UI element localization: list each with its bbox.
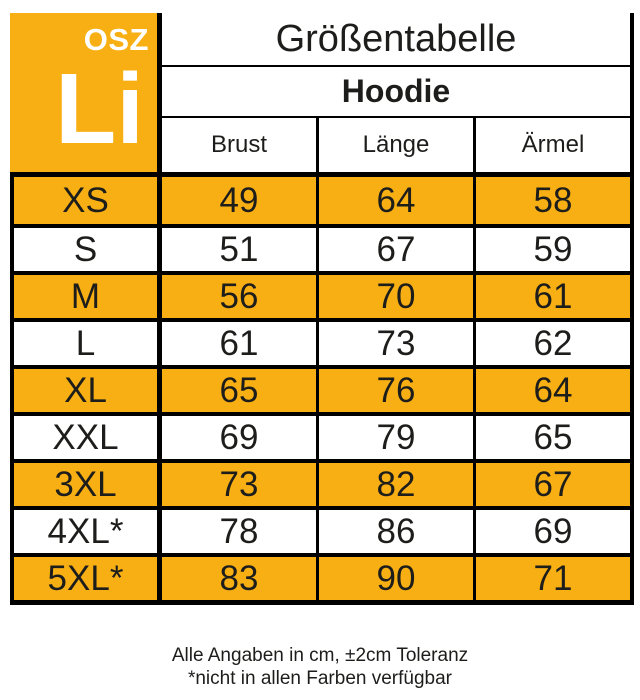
aermel-value: 61 (473, 275, 630, 318)
table-row: XL 65 76 64 (10, 365, 634, 412)
table-row: L 61 73 62 (10, 318, 634, 365)
table-row: XS 49 64 58 (10, 177, 634, 224)
aermel-value: 64 (473, 369, 630, 412)
table-row: S 51 67 59 (10, 224, 634, 271)
size-label: XL (14, 369, 162, 412)
size-label: 5XL* (14, 557, 162, 600)
brand-logo: OSZ Li (10, 13, 162, 172)
brust-value: 69 (219, 417, 259, 457)
laenge-value: 90 (316, 557, 473, 600)
brust-value: 49 (219, 180, 259, 220)
laenge-value: 76 (316, 369, 473, 412)
column-header-aermel: Ärmel (473, 118, 630, 172)
aermel-value: 71 (473, 557, 630, 600)
table-row: 4XL* 78 86 69 (10, 506, 634, 553)
brust-value: 56 (219, 276, 259, 316)
aermel-value: 65 (473, 416, 630, 459)
size-label: XXL (14, 416, 162, 459)
brust-value: 51 (219, 229, 259, 269)
table-header-band: OSZ Li Größentabelle Hoodie Brust Länge … (10, 13, 634, 172)
laenge-value: 82 (316, 463, 473, 506)
size-label: L (14, 322, 162, 365)
brust-value: 61 (219, 323, 259, 363)
footnote-line-2: *nicht in allen Farben verfügbar (187, 668, 453, 689)
laenge-value: 86 (316, 510, 473, 553)
brust-value: 65 (219, 370, 259, 410)
laenge-value: 70 (316, 275, 473, 318)
aermel-value: 58 (473, 177, 630, 224)
laenge-value: 79 (316, 416, 473, 459)
table-row: M 56 70 61 (10, 271, 634, 318)
column-header-laenge: Länge (316, 118, 473, 172)
laenge-value: 73 (316, 322, 473, 365)
aermel-value: 69 (473, 510, 630, 553)
laenge-value: 64 (316, 177, 473, 224)
product-name: Hoodie (162, 67, 630, 118)
size-chart-table: OSZ Li Größentabelle Hoodie Brust Länge … (10, 13, 634, 605)
footnote: Alle Angaben in cm, ±2cm Toleranz *nicht… (0, 644, 640, 690)
column-header-row: Brust Länge Ärmel (162, 118, 630, 172)
table-body: XS 49 64 58 S 51 67 59 M 56 70 61 L 61 7… (10, 172, 634, 605)
brust-value: 78 (219, 511, 259, 551)
size-label: XS (14, 177, 162, 224)
brust-value: 83 (219, 558, 259, 598)
aermel-value: 59 (473, 228, 630, 271)
brand-logo-text-top: OSZ (83, 22, 149, 57)
aermel-value: 62 (473, 322, 630, 365)
footnote-line-1: Alle Angaben in cm, ±2cm Toleranz (171, 645, 469, 666)
size-label: M (14, 275, 162, 318)
table-row: 5XL* 83 90 71 (10, 553, 634, 600)
table-row: XXL 69 79 65 (10, 412, 634, 459)
size-label: 4XL* (14, 510, 162, 553)
laenge-value: 67 (316, 228, 473, 271)
aermel-value: 67 (473, 463, 630, 506)
table-header-right: Größentabelle Hoodie Brust Länge Ärmel (162, 13, 634, 172)
table-row: 3XL 73 82 67 (10, 459, 634, 506)
size-label: S (14, 228, 162, 271)
column-header-brust: Brust (210, 131, 267, 158)
brand-logo-text-main: Li (55, 52, 144, 165)
table-title: Größentabelle (162, 13, 630, 67)
size-label: 3XL (14, 463, 162, 506)
brust-value: 73 (219, 464, 259, 504)
